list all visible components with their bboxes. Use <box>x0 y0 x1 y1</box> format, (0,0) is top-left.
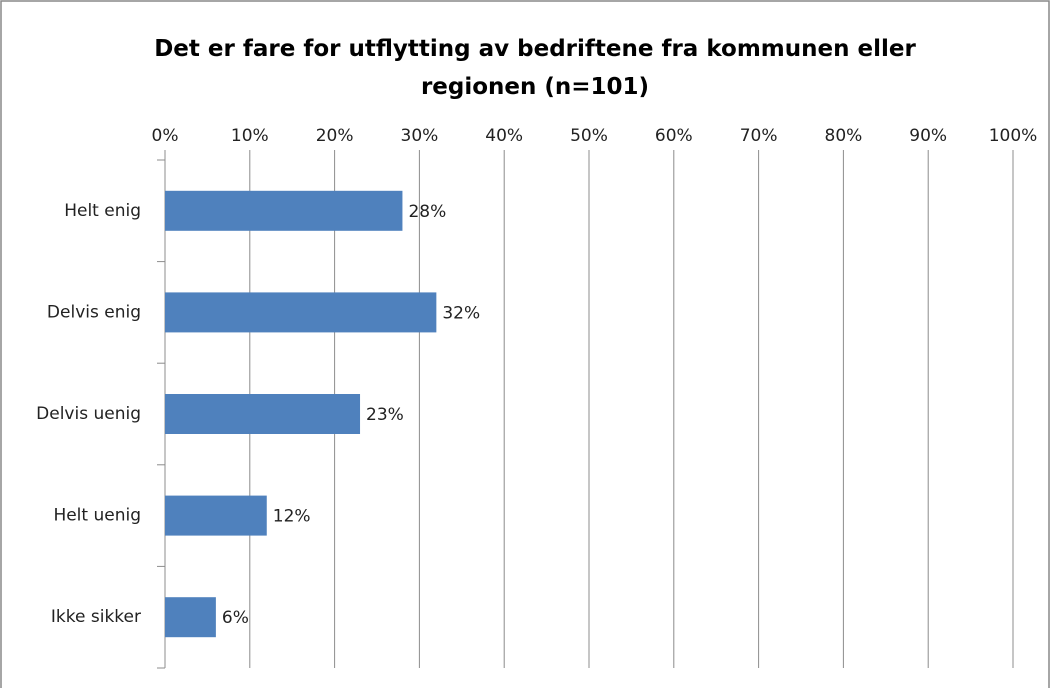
x-tick-label: 70% <box>740 126 778 146</box>
x-tick-label: 60% <box>655 126 693 146</box>
x-tick-label: 0% <box>152 126 179 146</box>
bar <box>165 495 267 536</box>
bar <box>165 190 403 231</box>
y-tick-label: Delvis enig <box>47 302 141 322</box>
bar <box>165 597 216 638</box>
x-tick-label: 10% <box>231 126 269 146</box>
x-tick-label: 40% <box>485 126 523 146</box>
y-tick-label: Helt enig <box>64 201 141 221</box>
bar <box>165 292 437 333</box>
value-label: 32% <box>442 303 480 323</box>
x-tick-label: 50% <box>570 126 608 146</box>
y-tick-label: Ikke sikker <box>51 607 141 627</box>
value-label: 6% <box>222 608 249 628</box>
value-label: 28% <box>408 202 446 222</box>
y-tick-label: Helt uenig <box>53 506 141 526</box>
chart-title: Det er fare for utflytting av bedriftene… <box>154 36 916 100</box>
x-tick-label: 90% <box>909 126 947 146</box>
x-tick-label: 100% <box>989 126 1038 146</box>
x-tick-label: 80% <box>825 126 863 146</box>
y-tick-label: Delvis uenig <box>36 404 141 424</box>
value-label: 23% <box>366 405 404 425</box>
bar <box>165 394 361 434</box>
x-tick-label: 20% <box>316 126 354 146</box>
value-label: 12% <box>273 507 311 527</box>
x-tick-label: 30% <box>401 126 439 146</box>
